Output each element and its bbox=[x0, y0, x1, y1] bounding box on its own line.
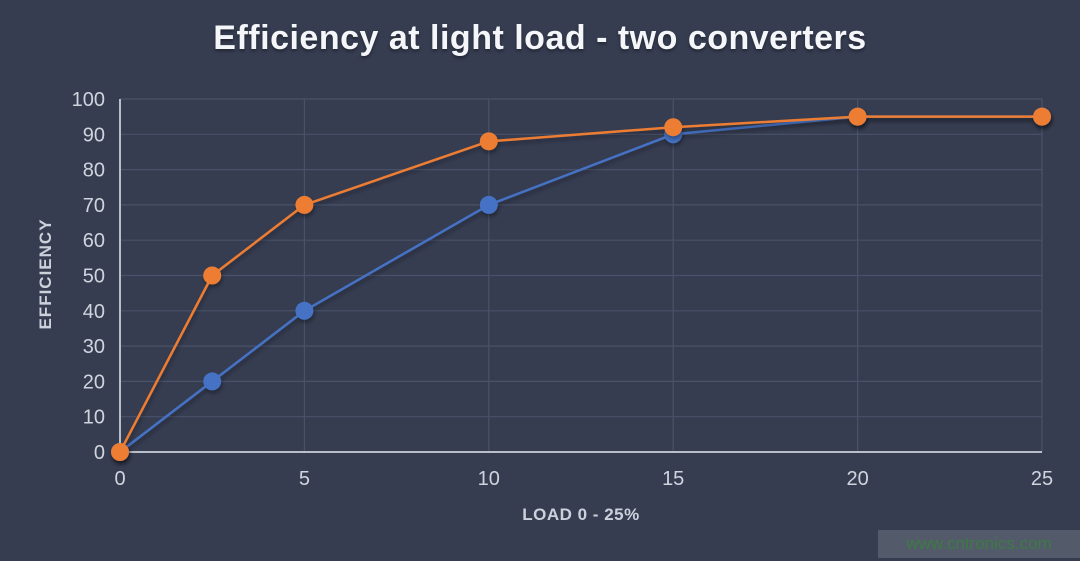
data-point-marker bbox=[848, 107, 867, 126]
y-tick-label: 60 bbox=[83, 230, 105, 252]
series-blue-converter bbox=[111, 107, 1051, 461]
watermark: www.cntronics.com bbox=[878, 530, 1080, 558]
data-point-marker bbox=[295, 301, 314, 320]
x-tick-label: 20 bbox=[846, 468, 868, 490]
y-axis-title: EFFICIENCY bbox=[36, 218, 55, 330]
y-tick-label: 0 bbox=[94, 442, 105, 464]
series-line bbox=[118, 115, 1042, 453]
data-point-marker bbox=[1033, 107, 1051, 126]
data-point-marker bbox=[203, 266, 222, 285]
y-tick-label: 20 bbox=[83, 371, 105, 393]
data-point-marker bbox=[479, 132, 498, 151]
y-tick-label: 50 bbox=[83, 266, 105, 288]
x-axis-title: LOAD 0 - 25% bbox=[522, 505, 640, 524]
x-tick-label: 10 bbox=[478, 468, 500, 490]
y-tick-label: 90 bbox=[83, 124, 105, 146]
x-tick-label: 0 bbox=[114, 468, 125, 490]
y-tick-label: 80 bbox=[83, 160, 105, 182]
chart-title: Efficiency at light load - two converter… bbox=[213, 19, 867, 57]
data-point-marker bbox=[664, 118, 683, 137]
tick-labels: 0 10 20 30 40 50 60 70 80 90 100 0 5 10 15 20 25 bbox=[72, 89, 1054, 490]
data-point-marker bbox=[479, 195, 498, 214]
y-tick-label: 30 bbox=[83, 336, 105, 358]
series-orange-converter bbox=[111, 107, 1051, 461]
y-tick-label: 100 bbox=[72, 89, 105, 111]
x-tick-label: 5 bbox=[299, 468, 310, 490]
y-tick-label: 70 bbox=[83, 195, 105, 217]
y-tick-label: 40 bbox=[83, 301, 105, 323]
data-point-marker bbox=[111, 443, 129, 461]
gridlines bbox=[120, 98, 1043, 452]
x-tick-label: 25 bbox=[1031, 468, 1053, 490]
x-tick-label: 15 bbox=[662, 468, 684, 490]
series-line bbox=[119, 115, 1042, 453]
data-point-marker bbox=[295, 195, 314, 214]
data-point-marker bbox=[203, 372, 222, 391]
y-tick-label: 10 bbox=[83, 407, 105, 429]
